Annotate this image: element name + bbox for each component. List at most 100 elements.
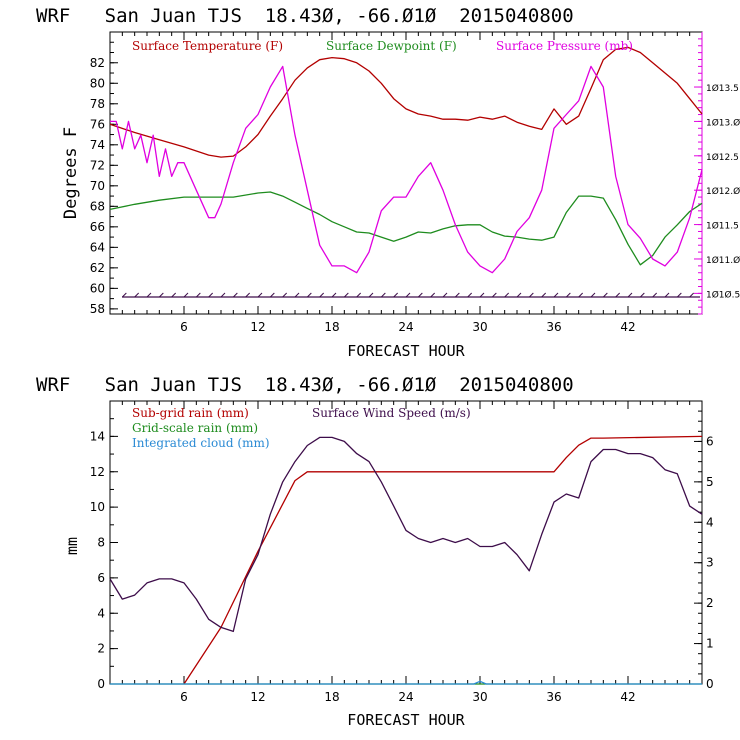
wind-barb: [121, 292, 127, 298]
y2-tick-label: 4: [706, 515, 714, 529]
y2-tick-label: 1Ø11.Ø: [706, 255, 740, 266]
y-tick-label: 10: [90, 500, 105, 514]
y2-tick-label: 1Ø13.Ø: [706, 117, 740, 128]
legend-subgrid-rain: Sub-grid rain (mm): [132, 406, 249, 420]
y-tick-label: 78: [90, 97, 105, 111]
series-line-surface-temperature-f: [109, 46, 703, 158]
chart1-wind-barbs: [121, 292, 700, 298]
wind-barb: [257, 292, 263, 298]
chart1-xlabel: FORECAST HOUR: [347, 342, 465, 360]
chart1-plot-frame: [109, 31, 703, 315]
wind-barb: [430, 292, 436, 298]
series-line-surface-pressure-mb: [110, 65, 703, 274]
chart1-ticks: 6 12 18 24 30 36 42 58 60 62 64 66 68 70 72 74 76 78 80 82 1…: [90, 32, 740, 334]
y2-tick-label: 1Ø13.5: [706, 83, 739, 94]
wind-barb: [220, 292, 226, 298]
wind-barb: [171, 292, 177, 298]
y-tick-label: 14: [90, 429, 105, 443]
wind-barb: [664, 292, 670, 298]
wind-barb: [195, 292, 201, 298]
y-tick-label: 72: [90, 158, 105, 172]
y2-tick-label: 1Ø12.5: [706, 152, 739, 163]
wind-barb: [294, 292, 300, 298]
chart1-legend: Surface Temperature (F) Surface Dewpoint…: [132, 39, 633, 53]
x-tick-label: 24: [398, 690, 413, 704]
x-tick-label: 6: [180, 320, 188, 334]
wind-barb: [627, 292, 633, 298]
legend-surface-temperature: Surface Temperature (F): [132, 39, 283, 53]
y-tick-label: 74: [90, 138, 105, 152]
wind-barb: [652, 292, 658, 298]
x-tick-label: 12: [250, 690, 265, 704]
wind-barb: [467, 292, 473, 298]
y2-tick-label: 0: [706, 677, 714, 691]
wind-barb: [602, 292, 608, 298]
wind-barb: [269, 292, 275, 298]
wind-barb: [393, 292, 399, 298]
x-tick-label: 30: [472, 320, 487, 334]
wind-barb: [405, 292, 411, 298]
wind-barb: [689, 292, 695, 298]
legend-surface-pressure: Surface Pressure (mb): [496, 39, 633, 53]
wind-barb: [331, 292, 337, 298]
x-tick-label: 30: [472, 690, 487, 704]
wind-barb: [306, 292, 312, 298]
wind-barb: [676, 292, 682, 298]
x-tick-label: 24: [398, 320, 413, 334]
chart1-title: WRF San Juan TJS 18.43Ø, -66.Ø1Ø 2015040…: [36, 5, 574, 27]
wind-barb: [639, 292, 645, 298]
wind-barb: [615, 292, 621, 298]
wind-barb: [319, 292, 325, 298]
y-tick-label: 6: [97, 571, 105, 585]
chart1-left-frame: [109, 31, 703, 315]
y2-tick-label: 1Ø11.5: [706, 221, 739, 232]
y-tick-label: 62: [90, 261, 105, 275]
wind-barb: [590, 292, 596, 298]
chart2-xlabel: FORECAST HOUR: [347, 711, 465, 729]
y-tick-label: 60: [90, 281, 105, 295]
y-tick-label: 76: [90, 117, 105, 131]
x-tick-label: 42: [620, 320, 635, 334]
y-tick-label: 66: [90, 220, 105, 234]
wind-barb: [479, 292, 485, 298]
wind-barb: [183, 292, 189, 298]
legend-surface-dewpoint: Surface Dewpoint (F): [326, 39, 457, 53]
y-tick-label: 0: [97, 677, 105, 691]
wind-barb: [158, 292, 164, 298]
x-tick-label: 18: [324, 690, 339, 704]
legend-gridscale-rain: Grid-scale rain (mm): [132, 421, 258, 435]
wind-barb: [504, 292, 510, 298]
wind-barb: [245, 292, 251, 298]
y2-tick-label: 1Ø1Ø.5: [706, 289, 740, 300]
wind-barb: [454, 292, 460, 298]
x-tick-label: 42: [620, 690, 635, 704]
chart2-series: [109, 435, 703, 685]
y-tick-label: 12: [90, 465, 105, 479]
y-tick-label: 70: [90, 179, 105, 193]
series-line-surface-dewpoint-f: [109, 191, 703, 266]
y-tick-label: 58: [90, 302, 105, 316]
wind-barb: [380, 292, 386, 298]
chart2-title: WRF San Juan TJS 18.43Ø, -66.Ø1Ø 2015040…: [36, 374, 574, 396]
wind-barb: [442, 292, 448, 298]
y-tick-label: 64: [90, 240, 105, 254]
wind-barb: [343, 292, 349, 298]
wind-barb: [282, 292, 288, 298]
wind-barb: [578, 292, 584, 298]
x-tick-label: 36: [546, 320, 561, 334]
chart1-ylabel: Degrees F: [61, 127, 81, 219]
y2-tick-label: 1Ø12.Ø: [706, 186, 740, 197]
y-tick-label: 4: [97, 606, 105, 620]
x-tick-label: 6: [180, 690, 188, 704]
x-tick-label: 36: [546, 690, 561, 704]
legend-integrated-cloud: Integrated cloud (mm): [132, 436, 270, 450]
wind-barb: [134, 292, 140, 298]
wind-barb: [553, 292, 559, 298]
chart2-legend: Sub-grid rain (mm) Grid-scale rain (mm) …: [132, 406, 471, 450]
legend-surface-wind-speed: Surface Wind Speed (m/s): [312, 406, 471, 420]
y2-tick-label: 6: [706, 434, 714, 448]
y2-tick-label: 3: [706, 556, 714, 570]
wind-barb: [368, 292, 374, 298]
y-tick-label: 80: [90, 76, 105, 90]
